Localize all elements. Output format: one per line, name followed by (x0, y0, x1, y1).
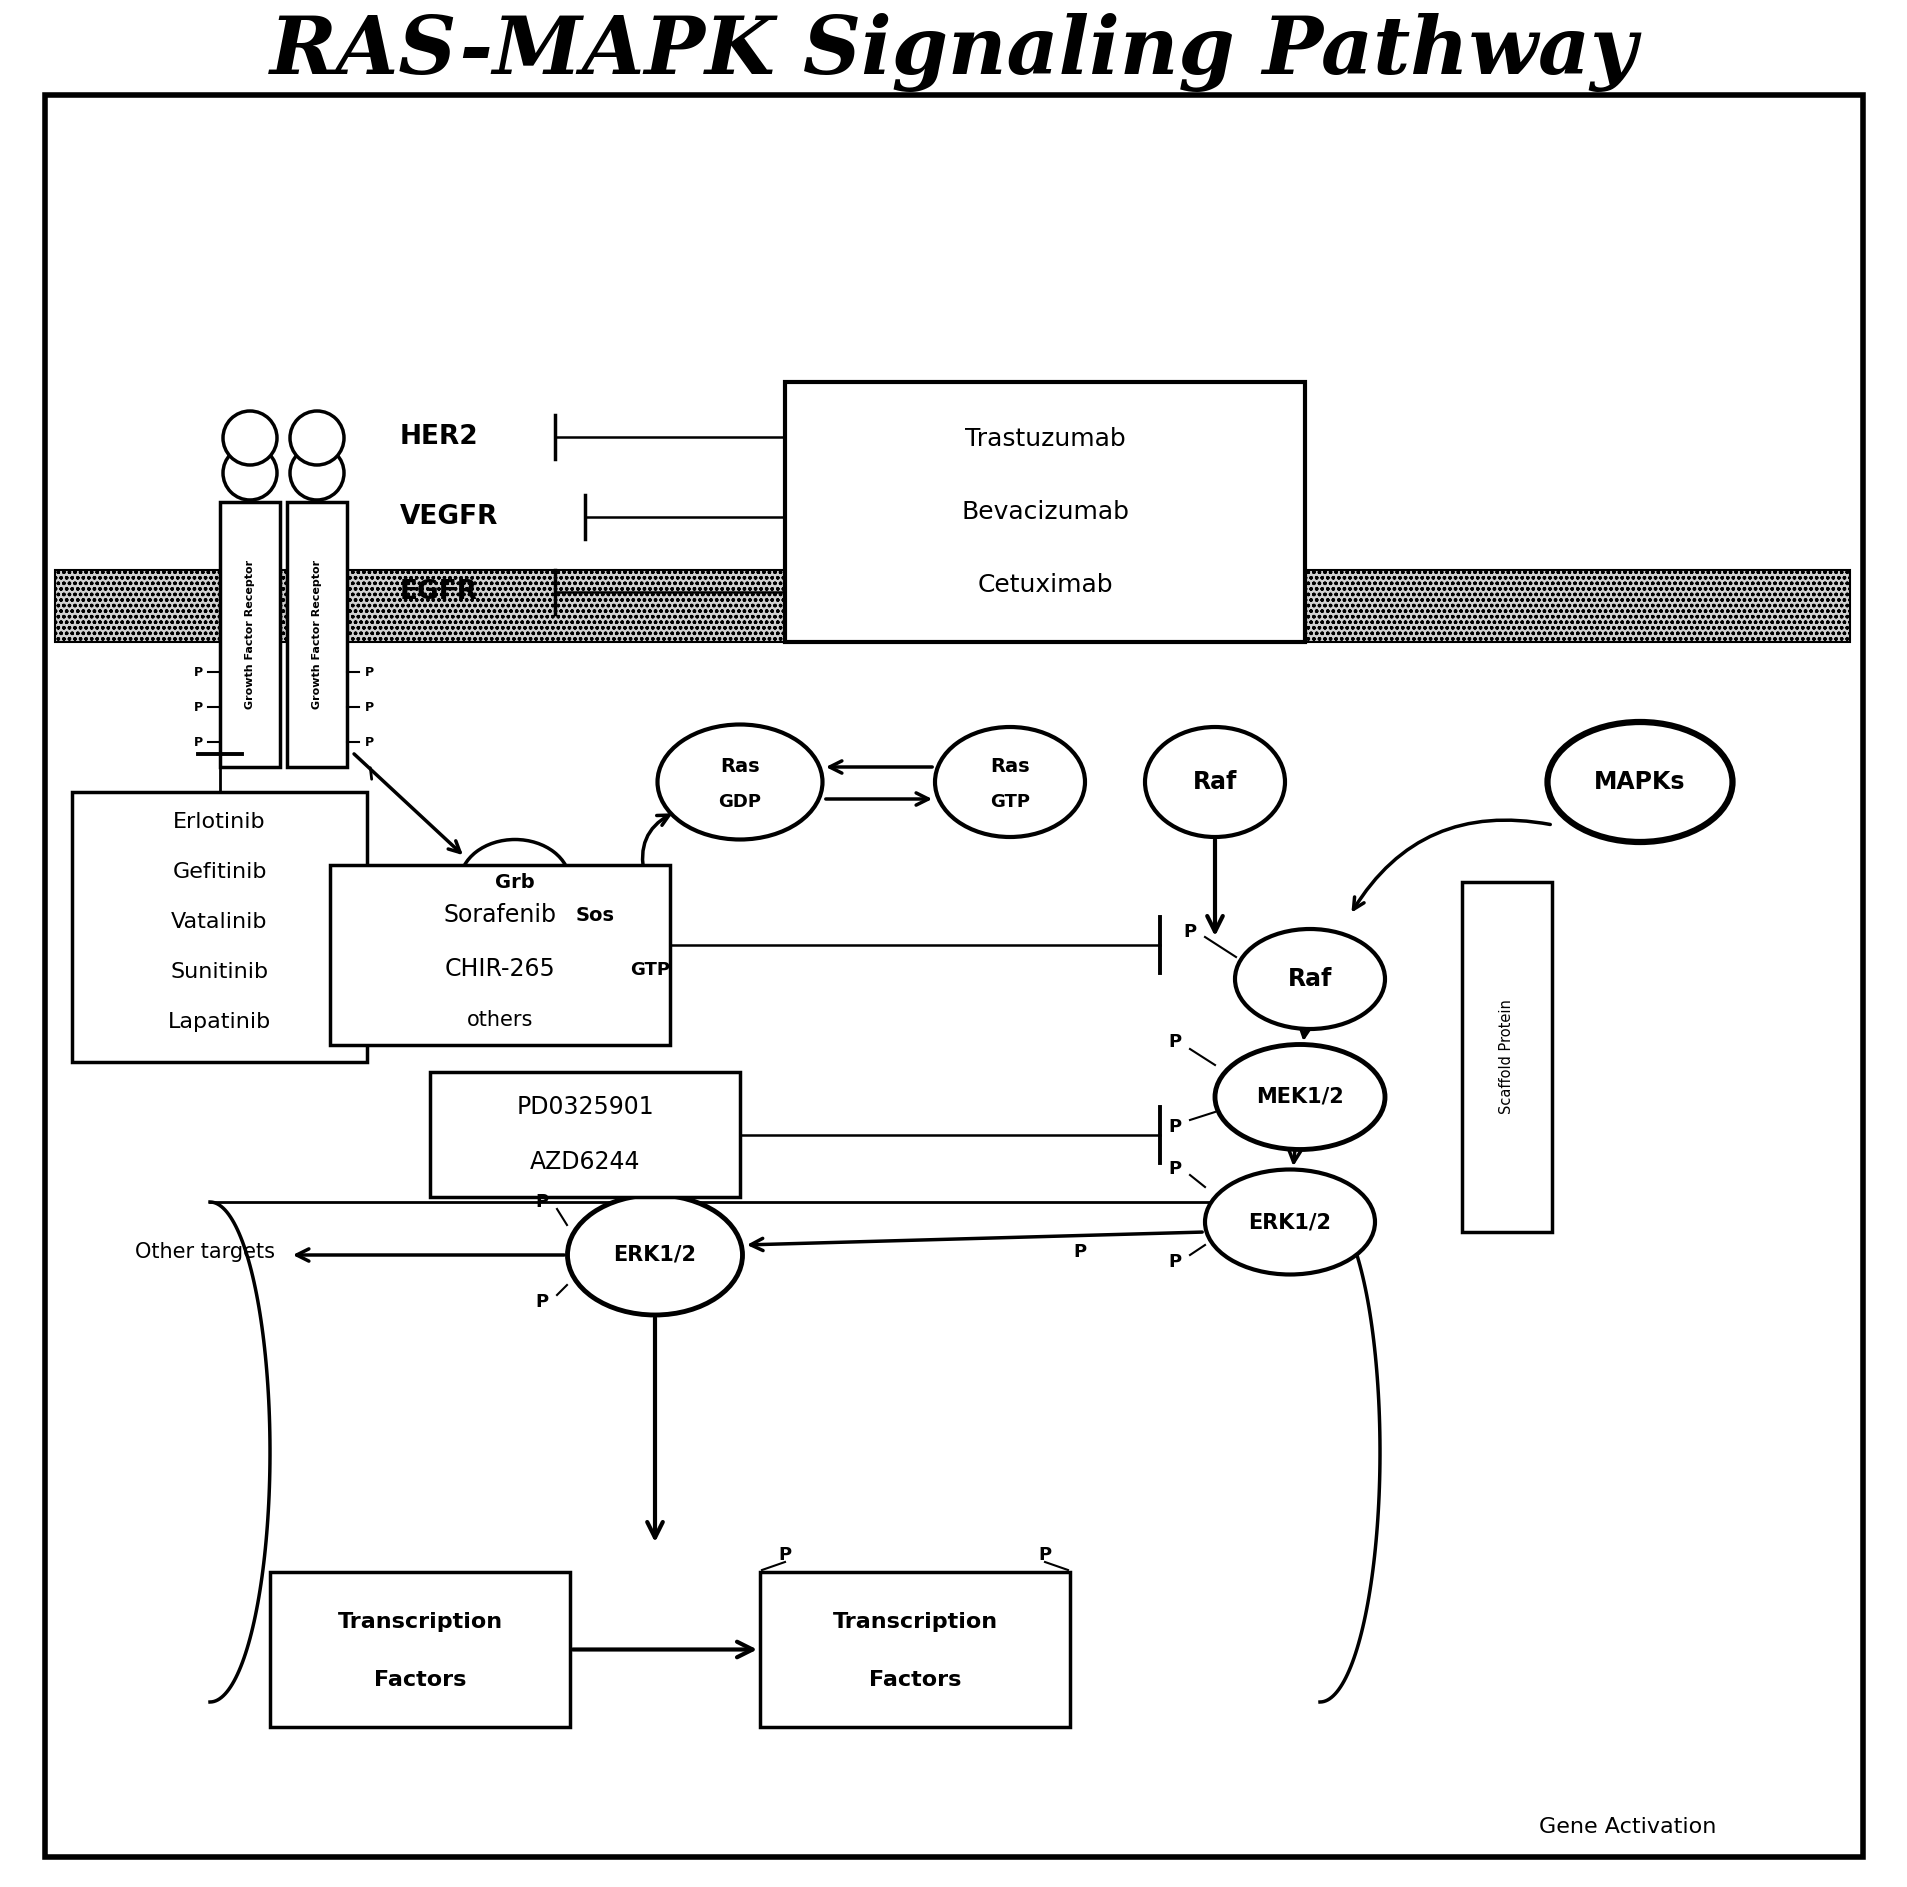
Text: P: P (1074, 1244, 1085, 1261)
Text: ERK1/2: ERK1/2 (614, 1245, 696, 1264)
Bar (55, 570, 789, 642)
Bar (994, 570, 1850, 642)
Ellipse shape (1205, 1170, 1375, 1274)
Ellipse shape (1144, 726, 1283, 838)
Text: Gefitinib: Gefitinib (172, 862, 267, 881)
Ellipse shape (1234, 928, 1384, 1028)
Text: P: P (778, 1545, 791, 1564)
Text: Grb: Grb (496, 872, 534, 891)
Text: P: P (1167, 1253, 1180, 1272)
Ellipse shape (934, 726, 1085, 838)
Ellipse shape (1215, 1045, 1384, 1149)
Text: others: others (467, 1010, 532, 1030)
Text: P: P (1037, 1545, 1051, 1564)
Text: P: P (364, 736, 374, 749)
Text: Sorafenib: Sorafenib (442, 904, 557, 927)
Text: P: P (193, 700, 202, 713)
Ellipse shape (658, 725, 822, 840)
Bar (784, 381, 1304, 642)
Bar (330, 864, 669, 1045)
Text: Sunitinib: Sunitinib (170, 962, 269, 981)
Ellipse shape (460, 840, 570, 925)
Text: P: P (193, 736, 202, 749)
Text: Transcription: Transcription (338, 1611, 502, 1632)
Text: Bevacizumab: Bevacizumab (961, 500, 1129, 525)
Bar (271, 1572, 570, 1727)
Text: P: P (193, 666, 202, 679)
Text: ERK1/2: ERK1/2 (1247, 1211, 1331, 1232)
Text: Raf: Raf (1287, 966, 1331, 991)
Text: Gene Activation: Gene Activation (1539, 1817, 1716, 1838)
Text: Transcription: Transcription (831, 1611, 997, 1632)
Text: Ras: Ras (990, 757, 1030, 776)
Ellipse shape (223, 445, 277, 500)
Bar (219, 502, 280, 766)
Text: Sos: Sos (576, 906, 614, 925)
Ellipse shape (290, 445, 343, 500)
Text: GTP: GTP (629, 960, 669, 979)
Text: Raf: Raf (1192, 770, 1236, 794)
Text: HER2: HER2 (400, 425, 479, 449)
Bar (72, 793, 366, 1062)
Text: GDP: GDP (719, 793, 761, 811)
Text: Other targets: Other targets (135, 1242, 275, 1262)
Text: GTP: GTP (990, 793, 1030, 811)
Text: VEGFR: VEGFR (400, 504, 498, 530)
Text: P: P (1167, 1032, 1180, 1051)
Bar (759, 1572, 1070, 1727)
Text: Factors: Factors (868, 1670, 961, 1691)
Text: P: P (364, 666, 374, 679)
Text: Ras: Ras (719, 757, 759, 776)
Ellipse shape (538, 872, 652, 959)
Text: MAPKs: MAPKs (1594, 770, 1686, 794)
Text: P: P (536, 1193, 549, 1211)
Text: Erlotinib: Erlotinib (174, 811, 265, 832)
Text: P: P (1167, 1161, 1180, 1177)
Text: Factors: Factors (374, 1670, 465, 1691)
Text: RAS-MAPK Signaling Pathway: RAS-MAPK Signaling Pathway (271, 13, 1636, 91)
Text: P: P (1167, 1117, 1180, 1136)
Ellipse shape (223, 411, 277, 464)
Ellipse shape (290, 411, 343, 464)
Text: P: P (364, 700, 374, 713)
Text: CHIR-265: CHIR-265 (444, 957, 555, 981)
Text: Trastuzumab: Trastuzumab (965, 426, 1125, 451)
Text: PD0325901: PD0325901 (517, 1094, 654, 1119)
Text: Growth Factor Receptor: Growth Factor Receptor (313, 560, 322, 710)
Text: MEK1/2: MEK1/2 (1255, 1087, 1343, 1108)
Bar (429, 1072, 740, 1196)
Text: AZD6244: AZD6244 (530, 1149, 641, 1174)
Text: P: P (536, 1293, 549, 1311)
Text: Growth Factor Receptor: Growth Factor Receptor (244, 560, 256, 710)
Text: Vatalinib: Vatalinib (172, 911, 267, 932)
Ellipse shape (1547, 723, 1732, 842)
Ellipse shape (566, 1194, 742, 1315)
Bar (1461, 881, 1550, 1232)
Text: P: P (1182, 923, 1196, 942)
Text: Lapatinib: Lapatinib (168, 1011, 271, 1032)
Bar (286, 502, 347, 766)
Text: EGFR: EGFR (400, 579, 479, 606)
Text: Cetuximab: Cetuximab (976, 574, 1112, 596)
Text: Scaffold Protein: Scaffold Protein (1499, 1000, 1514, 1115)
